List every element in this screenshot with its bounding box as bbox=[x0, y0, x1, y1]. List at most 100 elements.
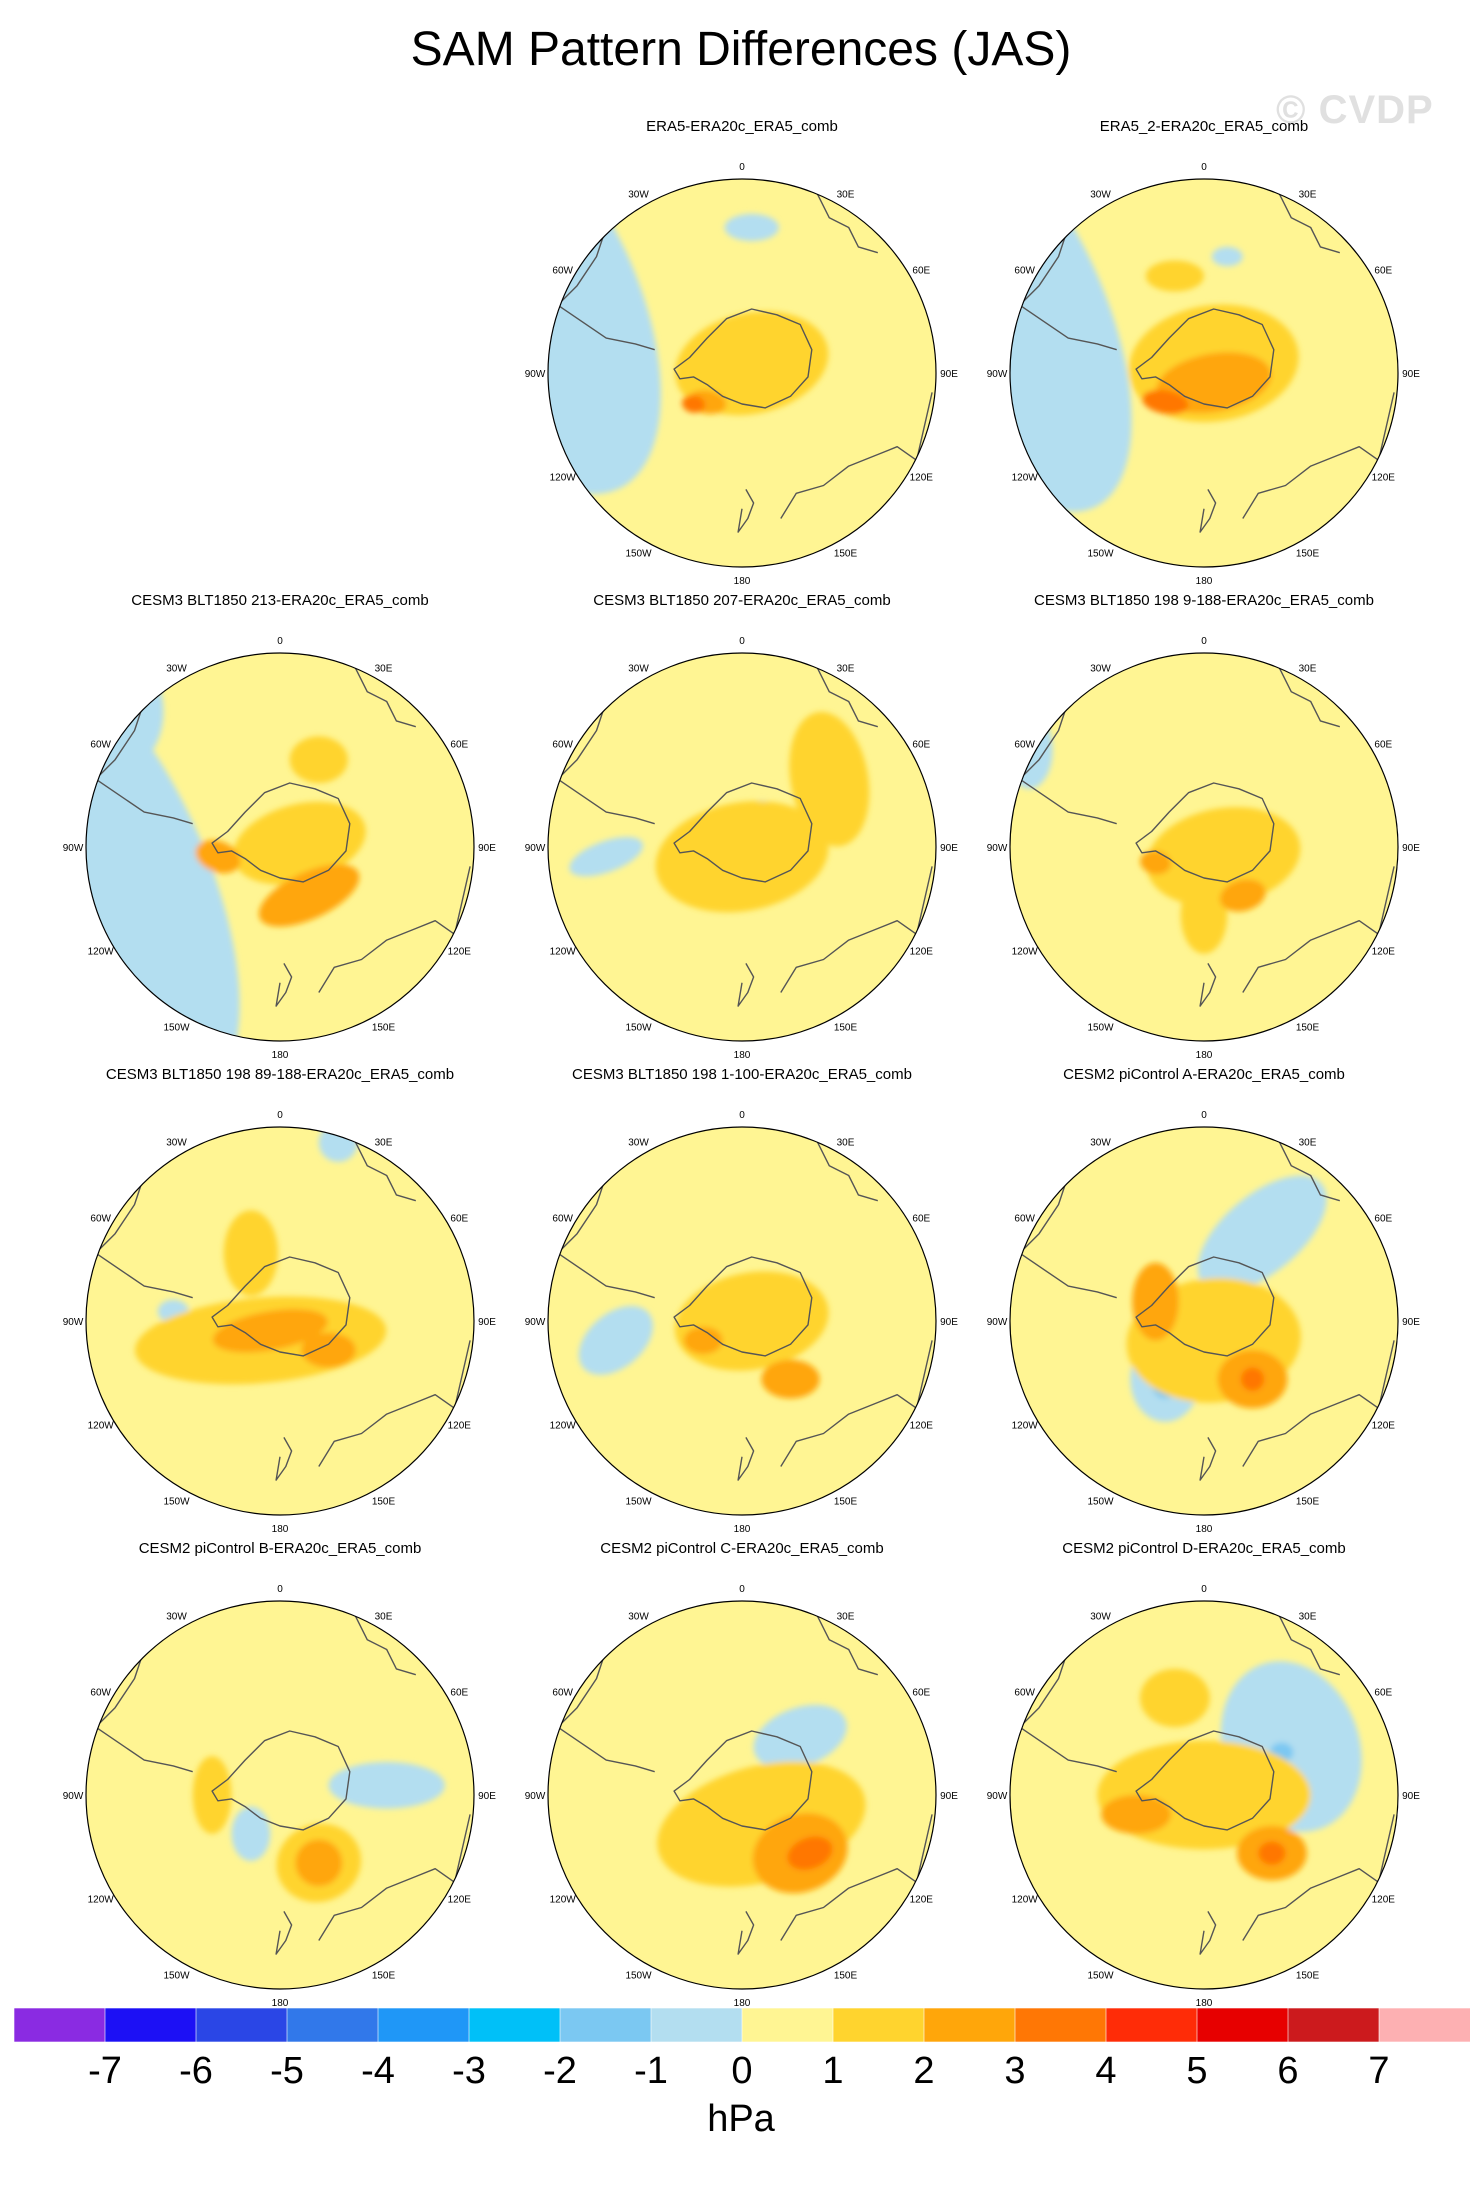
longitude-label: 30W bbox=[1090, 1138, 1111, 1149]
longitude-label: 150W bbox=[163, 1970, 190, 1981]
longitude-label: 150E bbox=[1296, 1496, 1320, 1507]
contour-region bbox=[655, 801, 829, 913]
longitude-label: 150W bbox=[163, 1022, 190, 1033]
south-africa-coast bbox=[809, 653, 879, 728]
new-zealand-coast bbox=[737, 1911, 755, 1955]
colorbar-swatch bbox=[832, 2008, 925, 2042]
longitude-label: 30W bbox=[628, 1138, 649, 1149]
contour-region bbox=[86, 653, 240, 1041]
contour-region bbox=[787, 1836, 833, 1870]
longitude-label: 60W bbox=[1014, 740, 1035, 751]
map-boundary bbox=[85, 1126, 475, 1516]
longitude-label: 120W bbox=[550, 1421, 577, 1432]
colorbar-tick: -6 bbox=[179, 2050, 213, 2092]
colorbar bbox=[14, 2008, 1470, 2042]
new-zealand-coast bbox=[737, 489, 755, 533]
longitude-label: 150W bbox=[625, 1970, 652, 1981]
longitude-label: 60W bbox=[1014, 266, 1035, 277]
map-panel: CESM3 BLT1850 213-ERA20c_ERA5_comb 0 30E 6… bbox=[48, 592, 512, 1062]
longitude-label: 120W bbox=[1012, 1895, 1039, 1906]
longitude-label: 180 bbox=[1196, 1524, 1213, 1535]
contour-region bbox=[295, 1839, 343, 1887]
coastlines bbox=[95, 1127, 471, 1481]
longitude-label: 90W bbox=[63, 1791, 84, 1802]
contour-region bbox=[1101, 1795, 1172, 1834]
contour-region bbox=[301, 1332, 356, 1368]
longitude-label: 120W bbox=[1012, 473, 1039, 484]
longitude-label: 30E bbox=[1299, 664, 1317, 675]
longitude-label: 0 bbox=[1201, 1584, 1207, 1595]
coastlines bbox=[557, 1601, 933, 1955]
longitude-label: 120W bbox=[550, 473, 577, 484]
longitude-label: 120W bbox=[550, 1895, 577, 1906]
contour-region bbox=[1258, 1841, 1286, 1865]
contour-region bbox=[724, 213, 779, 242]
longitude-label: 60E bbox=[912, 1214, 930, 1225]
longitude-label: 180 bbox=[734, 1524, 751, 1535]
colorbar-tick: 0 bbox=[731, 2050, 753, 2092]
contour-region bbox=[1140, 850, 1171, 875]
australia-coast bbox=[318, 866, 471, 993]
contour-region bbox=[761, 1359, 820, 1399]
longitude-label: 90E bbox=[478, 843, 496, 854]
contour-region bbox=[86, 653, 164, 780]
new-zealand-coast bbox=[275, 1437, 293, 1481]
field-layer bbox=[86, 1601, 474, 1989]
longitude-label: 30E bbox=[837, 190, 855, 201]
contour-region bbox=[223, 1210, 279, 1296]
map-boundary bbox=[547, 1126, 937, 1516]
antarctica-coast bbox=[1135, 1256, 1275, 1357]
longitude-label: 120W bbox=[88, 947, 115, 958]
south-africa-coast bbox=[347, 653, 417, 728]
map-boundary bbox=[1009, 1126, 1399, 1516]
colorbar-tick: 5 bbox=[1186, 2050, 1208, 2092]
longitude-label: 150W bbox=[1087, 548, 1114, 559]
longitude-label: 120E bbox=[910, 1421, 934, 1432]
longitude-label: 0 bbox=[277, 1110, 283, 1121]
panel-title: CESM3 BLT1850 198 9-188-ERA20c_ERA5_comb bbox=[1034, 592, 1374, 609]
longitude-label: 60E bbox=[912, 1688, 930, 1699]
south-africa-coast bbox=[347, 1127, 417, 1202]
cvdp-watermark: © CVDP bbox=[1276, 88, 1434, 132]
panel-title: CESM2 piControl C-ERA20c_ERA5_comb bbox=[600, 1540, 884, 1557]
longitude-label: 30W bbox=[1090, 664, 1111, 675]
longitude-label: 60W bbox=[90, 1688, 111, 1699]
polar-map: 0 30E 60E 90E 120E 150E 180 150W 120W 90W 60W 30W bbox=[525, 1584, 959, 2009]
map-panel: CESM3 BLT1850 198 1-100-ERA20c_ERA5_comb… bbox=[510, 1066, 974, 1536]
longitude-label: 30W bbox=[628, 1612, 649, 1623]
contour-region bbox=[578, 1305, 653, 1375]
coastlines bbox=[95, 653, 471, 1007]
longitude-label: 60W bbox=[90, 1214, 111, 1225]
contour-region bbox=[318, 1127, 358, 1162]
panel-title: CESM3 BLT1850 213-ERA20c_ERA5_comb bbox=[131, 592, 429, 609]
australia-coast bbox=[780, 1340, 933, 1467]
polar-map: 0 30E 60E 90E 120E 150E 180 150W 120W 90W 60W 30W bbox=[525, 636, 959, 1061]
colorbar-swatch bbox=[1196, 2008, 1289, 2042]
longitude-label: 150W bbox=[625, 1022, 652, 1033]
longitude-label: 30E bbox=[375, 1138, 393, 1149]
australia-coast bbox=[318, 1340, 471, 1467]
longitude-label: 90E bbox=[1402, 369, 1420, 380]
colorbar-tick: 2 bbox=[913, 2050, 935, 2092]
field-background bbox=[86, 1601, 474, 1989]
australia-coast bbox=[1242, 1340, 1395, 1467]
longitude-label: 30W bbox=[628, 190, 649, 201]
longitude-label: 90E bbox=[1402, 843, 1420, 854]
colorbar-swatch bbox=[1287, 2008, 1380, 2042]
longitude-label: 180 bbox=[734, 576, 751, 587]
panel-title: CESM3 BLT1850 198 1-100-ERA20c_ERA5_comb bbox=[572, 1066, 912, 1083]
longitude-label: 180 bbox=[734, 1998, 751, 2009]
contour-region bbox=[1211, 246, 1243, 267]
longitude-label: 180 bbox=[1196, 1050, 1213, 1061]
map-boundary bbox=[1009, 652, 1399, 1042]
longitude-label: 0 bbox=[1201, 162, 1207, 173]
south-africa-coast bbox=[809, 1127, 879, 1202]
colorbar-swatch bbox=[741, 2008, 834, 2042]
contour-region bbox=[1146, 807, 1301, 907]
longitude-label: 90W bbox=[525, 369, 546, 380]
colorbar-units: hPa bbox=[707, 2098, 775, 2140]
longitude-label: 180 bbox=[1196, 1998, 1213, 2009]
map-panel: CESM3 BLT1850 198 9-188-ERA20c_ERA5_comb… bbox=[972, 592, 1436, 1062]
longitude-label: 90E bbox=[940, 843, 958, 854]
longitude-label: 120E bbox=[1372, 473, 1396, 484]
